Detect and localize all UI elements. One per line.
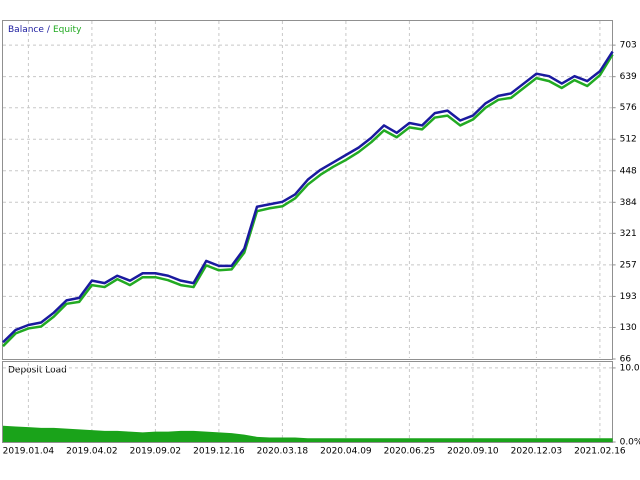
load-panel [2, 361, 613, 443]
y-tick-label: 10.0% [620, 363, 640, 373]
y-tick-label: 448 [620, 166, 637, 176]
y-tick-label: 193 [620, 292, 637, 302]
y-tick-label: 0.0% [620, 438, 640, 448]
y-tick-label: 321 [620, 229, 637, 239]
y-tick-label: 130 [620, 323, 637, 333]
legend-separator: / [47, 25, 51, 35]
x-tick-label: 2019.12.16 [193, 447, 245, 457]
x-tick-label: 2020.03.18 [257, 447, 309, 457]
x-tick-label: 2020.09.10 [447, 447, 499, 457]
series-line [2, 50, 614, 344]
x-tick-label: 2020.06.25 [384, 447, 436, 457]
y-tick-label: 576 [620, 103, 637, 113]
legend-entry: Equity [53, 25, 82, 35]
y-tick-label: 384 [620, 198, 637, 208]
y-tick-label: 66 [620, 355, 632, 365]
legend-entry: Balance [8, 25, 44, 35]
panel-title: Deposit Load [8, 366, 67, 376]
load-area [3, 425, 613, 442]
x-tick-label: 2020.12.03 [511, 447, 563, 457]
x-tick-label: 2020.04.09 [320, 447, 372, 457]
x-tick-label: 2019.09.02 [130, 447, 182, 457]
y-tick-label: 639 [620, 72, 637, 82]
y-tick-label: 257 [620, 260, 637, 270]
series-line [2, 53, 614, 348]
x-tick-label: 2019.04.02 [66, 447, 118, 457]
main-panel [2, 20, 613, 360]
y-tick-label: 703 [620, 41, 637, 51]
legend: Balance / Equity [8, 25, 82, 35]
x-tick-label: 2019.01.04 [3, 447, 55, 457]
y-tick-label: 512 [620, 135, 637, 145]
x-tick-label: 2021.02.16 [574, 447, 626, 457]
